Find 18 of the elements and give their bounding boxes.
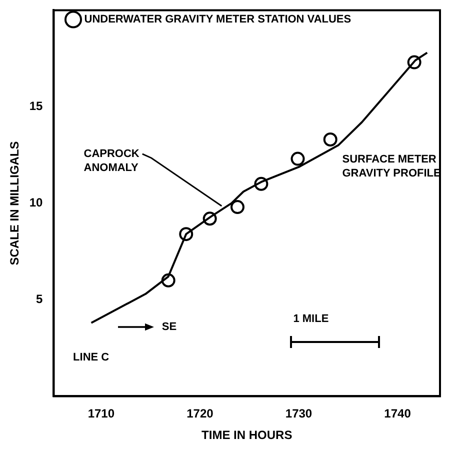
legend-label: UNDERWATER GRAVITY METER STATION VALUES bbox=[84, 14, 352, 26]
annotation: CAPROCK ANOMALY bbox=[84, 148, 140, 174]
y-tick-label: 10 bbox=[29, 196, 44, 210]
annotation: SE bbox=[162, 320, 177, 333]
point bbox=[290, 152, 305, 166]
point bbox=[230, 200, 244, 214]
y-tick-label: 15 bbox=[29, 99, 44, 114]
x-axis-title: TIME IN HOURS bbox=[202, 428, 292, 442]
y-axis-title: SCALE IN MILLIGALS bbox=[8, 141, 22, 266]
x-tick-label: 1730 bbox=[285, 406, 312, 421]
x-tick-label: 1710 bbox=[88, 406, 115, 421]
annotation: 1 MILE bbox=[293, 313, 329, 326]
x-tick-label: 1720 bbox=[186, 406, 214, 421]
y-tick-label: 5 bbox=[36, 292, 44, 306]
series-label: SURFACE METER GRAVITY PROFILE bbox=[342, 153, 441, 180]
annotation: LINE C bbox=[73, 352, 110, 364]
point bbox=[323, 132, 338, 147]
x-tick-label: 1740 bbox=[384, 406, 412, 421]
